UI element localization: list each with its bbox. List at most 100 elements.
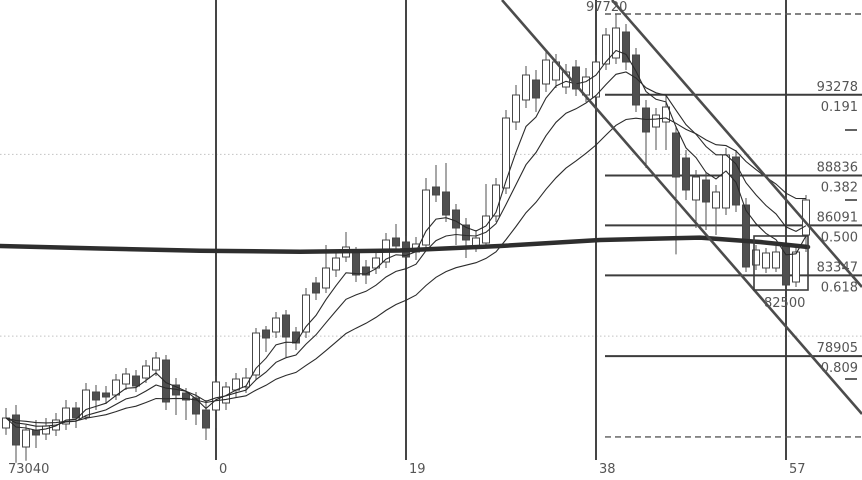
candle	[672, 126, 680, 255]
candle-body-down	[292, 331, 300, 344]
candle-body-down	[442, 191, 450, 216]
x-axis-tick-label: 0	[219, 462, 227, 477]
candle-body-up	[602, 34, 610, 65]
candle-body-down	[702, 179, 710, 203]
candle-body-down	[262, 329, 270, 339]
fib-price-label: 78905	[817, 341, 858, 356]
candle	[82, 383, 90, 420]
price-zone-box	[753, 235, 809, 291]
candle	[392, 224, 400, 252]
candle	[432, 165, 440, 202]
candle	[202, 400, 210, 440]
candle-body-up	[332, 257, 340, 271]
thick-moving-average-line	[0, 235, 811, 255]
candle	[132, 370, 140, 392]
candle-body-down	[132, 375, 140, 387]
candle	[622, 24, 630, 70]
candle-body-up	[542, 59, 550, 85]
candle	[12, 405, 20, 463]
candle	[302, 288, 310, 338]
candle-body-up	[502, 117, 510, 189]
candle	[792, 246, 800, 287]
fib-ratio-label: 0.618	[821, 280, 858, 295]
moving-average-line	[5, 117, 807, 424]
candle-body-down	[532, 79, 540, 99]
candle-body-up	[772, 251, 780, 269]
candle-body-up	[522, 74, 530, 101]
candle-body-down	[352, 251, 360, 276]
candle-body-up	[652, 114, 660, 128]
candle	[612, 14, 620, 64]
candle-body-up	[302, 294, 310, 333]
candle	[652, 108, 660, 150]
candle-body-down	[192, 397, 200, 415]
candle-body-up	[242, 377, 250, 388]
candle-body-down	[672, 132, 680, 178]
candle-body-up	[802, 199, 810, 236]
fib-ratio-label: 0.191	[821, 100, 858, 115]
candle	[522, 66, 530, 108]
candle-body-up	[152, 357, 160, 371]
x-axis-tick-label: 19	[409, 462, 426, 477]
candle	[752, 245, 760, 270]
candle-body-down	[362, 266, 370, 276]
candle-body-down	[452, 209, 460, 229]
candle	[62, 400, 70, 430]
moving-average-line	[5, 71, 807, 427]
candle-body-up	[22, 429, 30, 448]
candle	[512, 85, 520, 130]
candle	[732, 150, 740, 212]
candle	[482, 184, 490, 248]
candle-body-up	[122, 373, 130, 385]
candle-body-down	[202, 409, 210, 429]
candle	[442, 163, 450, 222]
candle-body-up	[322, 267, 330, 289]
candle-body-up	[592, 61, 600, 98]
candle	[142, 360, 150, 383]
candle	[682, 150, 690, 200]
fib-ratio-label: 0.382	[821, 181, 858, 196]
candle-body-up	[752, 249, 760, 266]
candle	[32, 420, 40, 448]
downtrend-line	[611, 0, 862, 288]
candle	[642, 100, 650, 168]
candle	[462, 218, 470, 258]
candle	[152, 352, 160, 376]
candle	[602, 28, 610, 70]
fib-price-label: 86091	[817, 210, 858, 225]
candle-body-down	[312, 282, 320, 294]
candle-body-down	[462, 224, 470, 241]
candle-body-up	[62, 407, 70, 425]
fib-price-label: 88836	[817, 161, 858, 176]
fib-price-label: 93278	[817, 80, 858, 95]
x-axis-tick-label: 57	[789, 462, 806, 477]
candle	[362, 260, 370, 284]
swing-low-label: 73040	[8, 462, 49, 477]
candle-body-down	[572, 66, 580, 90]
fib-price-label: 83347	[817, 260, 858, 275]
candle-body-down	[162, 359, 170, 403]
candle-body-down	[282, 314, 290, 338]
candle	[662, 95, 670, 150]
candle	[172, 378, 180, 415]
candle	[22, 425, 30, 461]
moving-average-line	[5, 49, 807, 431]
candle	[342, 232, 350, 262]
candle	[762, 248, 770, 273]
candle	[212, 376, 220, 428]
candle	[532, 70, 540, 112]
price-zone-label: 82500	[764, 296, 805, 311]
candle-body-up	[252, 332, 260, 376]
candle-body-down	[622, 31, 630, 63]
candle-body-up	[422, 189, 430, 246]
candle-body-down	[92, 391, 100, 401]
candle-body-down	[182, 392, 190, 401]
fib-ratio-label: 0.500	[821, 230, 858, 245]
candle	[782, 240, 790, 290]
candle	[102, 386, 110, 404]
candle-body-down	[732, 156, 740, 206]
candle-body-up	[142, 365, 150, 379]
candle	[452, 204, 460, 245]
